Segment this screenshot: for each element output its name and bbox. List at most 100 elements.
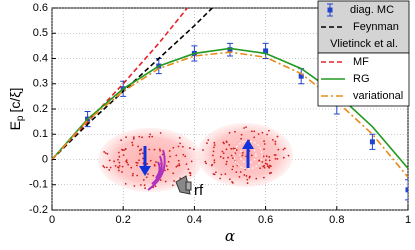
data-point xyxy=(369,139,375,145)
y-tick-label: 0.6 xyxy=(33,2,48,14)
legend-label: MF xyxy=(353,56,369,68)
atom xyxy=(126,161,128,164)
atom xyxy=(159,132,162,134)
atom xyxy=(136,164,138,167)
x-tick-label: 1 xyxy=(405,214,411,226)
atom xyxy=(132,137,135,140)
atom xyxy=(231,181,234,184)
atom xyxy=(235,149,238,152)
data-point xyxy=(298,73,304,79)
legend-label: variational xyxy=(353,90,403,102)
atom xyxy=(120,139,123,142)
atom xyxy=(213,141,216,144)
atom xyxy=(239,171,242,173)
rf-speaker xyxy=(185,181,192,191)
atom xyxy=(259,167,262,170)
atom xyxy=(172,146,175,149)
atom xyxy=(220,173,223,176)
legend-label: diag. MC xyxy=(350,4,394,16)
rf-wave xyxy=(147,149,166,191)
atom xyxy=(141,152,144,155)
atom xyxy=(268,159,271,162)
atom xyxy=(234,130,236,133)
atom xyxy=(165,165,168,167)
atom xyxy=(118,155,121,158)
atom xyxy=(263,176,265,179)
y-tick-label: 0.1 xyxy=(33,128,48,140)
atom xyxy=(139,153,141,155)
atom xyxy=(263,164,266,167)
atom xyxy=(277,148,280,151)
atom xyxy=(274,140,277,143)
atom xyxy=(267,165,270,168)
y-label-unit: [c/ξ] xyxy=(7,88,23,113)
atom xyxy=(255,177,258,180)
atom xyxy=(117,158,119,161)
atom xyxy=(176,164,179,167)
atom xyxy=(202,149,204,151)
data-point xyxy=(405,187,408,193)
atom xyxy=(287,154,290,157)
atom xyxy=(213,159,216,162)
atom xyxy=(262,155,265,158)
atom xyxy=(232,147,235,150)
legend-swatch xyxy=(327,7,333,13)
atom xyxy=(166,168,169,171)
atom xyxy=(117,166,120,169)
atom xyxy=(271,139,274,141)
atom xyxy=(234,152,237,155)
atom xyxy=(177,145,180,148)
atom xyxy=(149,133,152,136)
atom xyxy=(231,168,234,171)
atom xyxy=(108,159,111,162)
atom xyxy=(168,150,171,152)
atom xyxy=(282,148,285,151)
atom xyxy=(276,135,279,138)
atom xyxy=(245,175,248,177)
atom xyxy=(253,130,256,133)
atom xyxy=(125,136,127,139)
atom xyxy=(124,182,127,185)
atom xyxy=(171,184,174,187)
atom xyxy=(187,168,190,171)
atom xyxy=(213,146,215,149)
atom xyxy=(265,155,268,158)
atom xyxy=(118,161,121,164)
atom xyxy=(246,178,249,181)
atom xyxy=(222,152,225,155)
atom xyxy=(144,187,146,190)
atom xyxy=(130,166,133,169)
atom xyxy=(131,141,134,144)
atom xyxy=(159,149,162,152)
atom xyxy=(263,140,265,143)
atom xyxy=(125,160,127,163)
atom xyxy=(135,161,138,164)
atom xyxy=(245,126,247,129)
atom xyxy=(159,179,162,181)
atom xyxy=(213,161,216,164)
atom xyxy=(136,174,139,177)
atom xyxy=(118,164,121,167)
atom xyxy=(215,171,217,174)
atom xyxy=(124,148,127,151)
y-tick-label: 0 xyxy=(42,153,48,165)
atom xyxy=(263,148,265,151)
legend-label: Feynman xyxy=(353,21,399,33)
atom xyxy=(136,162,139,164)
atom xyxy=(179,142,182,145)
atom xyxy=(137,145,139,148)
atom xyxy=(132,172,134,175)
atom xyxy=(178,136,181,139)
atom xyxy=(219,155,222,158)
atom xyxy=(152,174,155,177)
atom xyxy=(253,136,256,139)
spin-arrow xyxy=(139,166,151,176)
atom xyxy=(184,155,187,158)
atom xyxy=(241,151,244,154)
atom xyxy=(190,160,193,163)
atom xyxy=(225,140,228,143)
x-tick-label: 0.4 xyxy=(187,214,202,226)
atom xyxy=(225,148,228,151)
atom xyxy=(238,175,241,178)
